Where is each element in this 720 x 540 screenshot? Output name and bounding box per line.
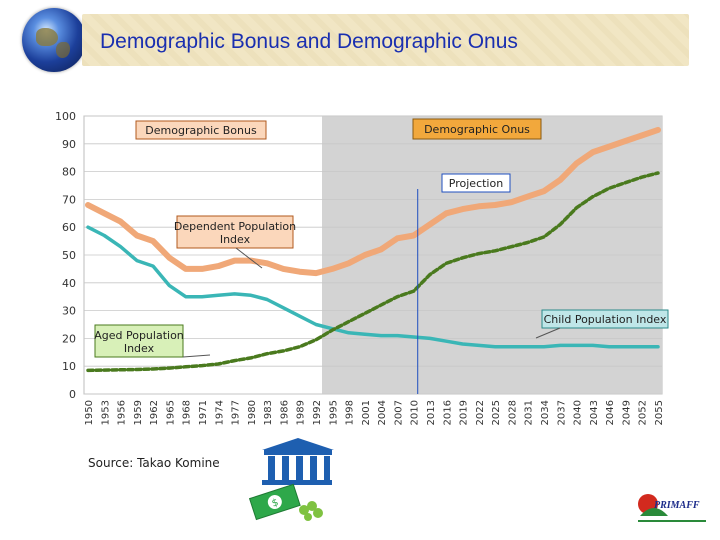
x-tick-label: 1986 (279, 400, 290, 425)
demographic-bonus-label: Demographic Bonus (145, 124, 257, 137)
y-tick-label: 0 (69, 388, 76, 401)
child-arrow (535, 327, 561, 339)
child-index-label: Child Population Index (544, 313, 667, 326)
title-banner (82, 14, 689, 66)
dependent-index-label-box (176, 215, 294, 249)
x-tick-label: 2019 (459, 400, 470, 425)
dependent-arrow (235, 247, 263, 269)
x-tick-label: 2055 (654, 400, 665, 425)
aged-index-label: Aged Population Index (94, 329, 184, 355)
x-tick-label: 1950 (84, 400, 95, 425)
x-tick-label: 1992 (312, 400, 323, 425)
dependent-index-label: Dependent Population Index (174, 220, 296, 246)
x-tick-label: 1965 (165, 400, 176, 425)
projection-label: Projection (449, 177, 503, 190)
x-tick-label: 1995 (328, 400, 339, 425)
projection-label-box (441, 173, 511, 193)
x-tick-label: 1953 (100, 400, 111, 425)
svg-text:$: $ (271, 497, 280, 509)
y-tick-label: 50 (62, 249, 76, 262)
child-index-label-box (541, 309, 669, 329)
x-tick-label: 2049 (621, 400, 632, 425)
x-tick-label: 1977 (231, 400, 242, 425)
aged-arrow (182, 354, 211, 358)
y-tick-label: 60 (62, 221, 76, 234)
x-tick-label: 1989 (296, 400, 307, 425)
x-tick-label: 1956 (117, 400, 128, 425)
y-tick-label: 10 (62, 360, 76, 373)
y-tick-label: 100 (55, 110, 76, 123)
y-tick-label: 80 (62, 166, 76, 179)
x-tick-label: 2004 (377, 400, 388, 425)
x-tick-label: 2028 (507, 400, 518, 425)
child-population-line (86, 225, 660, 349)
x-tick-label: 1980 (247, 400, 258, 425)
demographic-onus-label-box (412, 118, 542, 140)
source-caption: Source: Takao Komine (88, 456, 220, 470)
x-tick-label: 2025 (491, 400, 502, 425)
primaff-logo-icon: PRIMAFF (638, 494, 706, 522)
x-tick-label: 1971 (198, 400, 209, 425)
x-tick-label: 2022 (475, 400, 486, 425)
x-tick-label: 2034 (540, 400, 551, 425)
x-tick-label: 1983 (263, 400, 274, 425)
y-tick-label: 40 (62, 277, 76, 290)
x-tick-label: 2052 (638, 400, 649, 425)
x-tick-label: 2016 (442, 400, 453, 425)
x-tick-label: 2010 (410, 400, 421, 425)
x-tick-label: 1959 (133, 400, 144, 425)
x-tick-label: 2040 (573, 400, 584, 425)
x-tick-label: 2007 (393, 400, 404, 425)
bank-money-icon: $ (248, 438, 334, 521)
y-tick-label: 20 (62, 332, 76, 345)
globe-icon (22, 8, 86, 72)
x-tick-label: 2043 (589, 400, 600, 425)
aged-population-line (86, 171, 660, 373)
x-tick-label: 1962 (149, 400, 160, 425)
dependent-population-line (85, 126, 661, 277)
x-tick-label: 2046 (605, 400, 616, 425)
aged-index-label-box (94, 324, 184, 358)
x-tick-label: 2037 (556, 400, 567, 425)
x-tick-label: 1968 (182, 400, 193, 425)
x-tick-label: 2001 (361, 400, 372, 425)
x-tick-label: 1998 (345, 400, 356, 425)
logo-text: PRIMAFF (654, 500, 700, 511)
y-tick-label: 90 (62, 138, 76, 151)
y-tick-label: 30 (62, 305, 76, 318)
x-tick-label: 2031 (524, 400, 535, 425)
page-title: Demographic Bonus and Demographic Onus (100, 30, 518, 53)
x-tick-label: 1974 (214, 400, 225, 425)
demographic-onus-label: Demographic Onus (424, 123, 530, 136)
y-tick-label: 70 (62, 193, 76, 206)
demographic-bonus-label-box (135, 120, 267, 140)
x-tick-label: 2013 (426, 400, 437, 425)
